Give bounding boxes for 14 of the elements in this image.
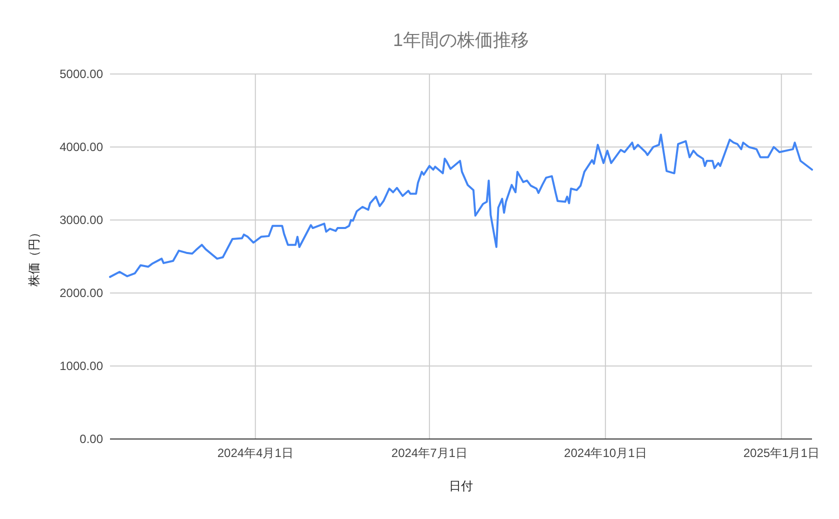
y-tick-label: 3000.00 <box>60 213 104 227</box>
x-tick-label: 2025年1月1日 <box>743 446 820 460</box>
y-tick-label: 5000.00 <box>60 67 104 81</box>
y-tick-label: 4000.00 <box>60 140 104 154</box>
x-tick-label: 2024年4月1日 <box>217 446 294 460</box>
chart-title: 1年間の株価推移 <box>392 30 530 50</box>
line-series <box>109 134 813 278</box>
y-tick-label: 1000.00 <box>60 359 104 373</box>
y-tick-label: 2000.00 <box>60 286 104 300</box>
x-axis-title: 日付 <box>449 479 473 493</box>
x-tick-label: 2024年10月1日 <box>564 446 647 460</box>
y-axis-title: 株価（円） <box>27 226 41 288</box>
x-tick-label: 2024年7月1日 <box>391 446 468 460</box>
y-tick-label: 0.00 <box>80 432 104 446</box>
